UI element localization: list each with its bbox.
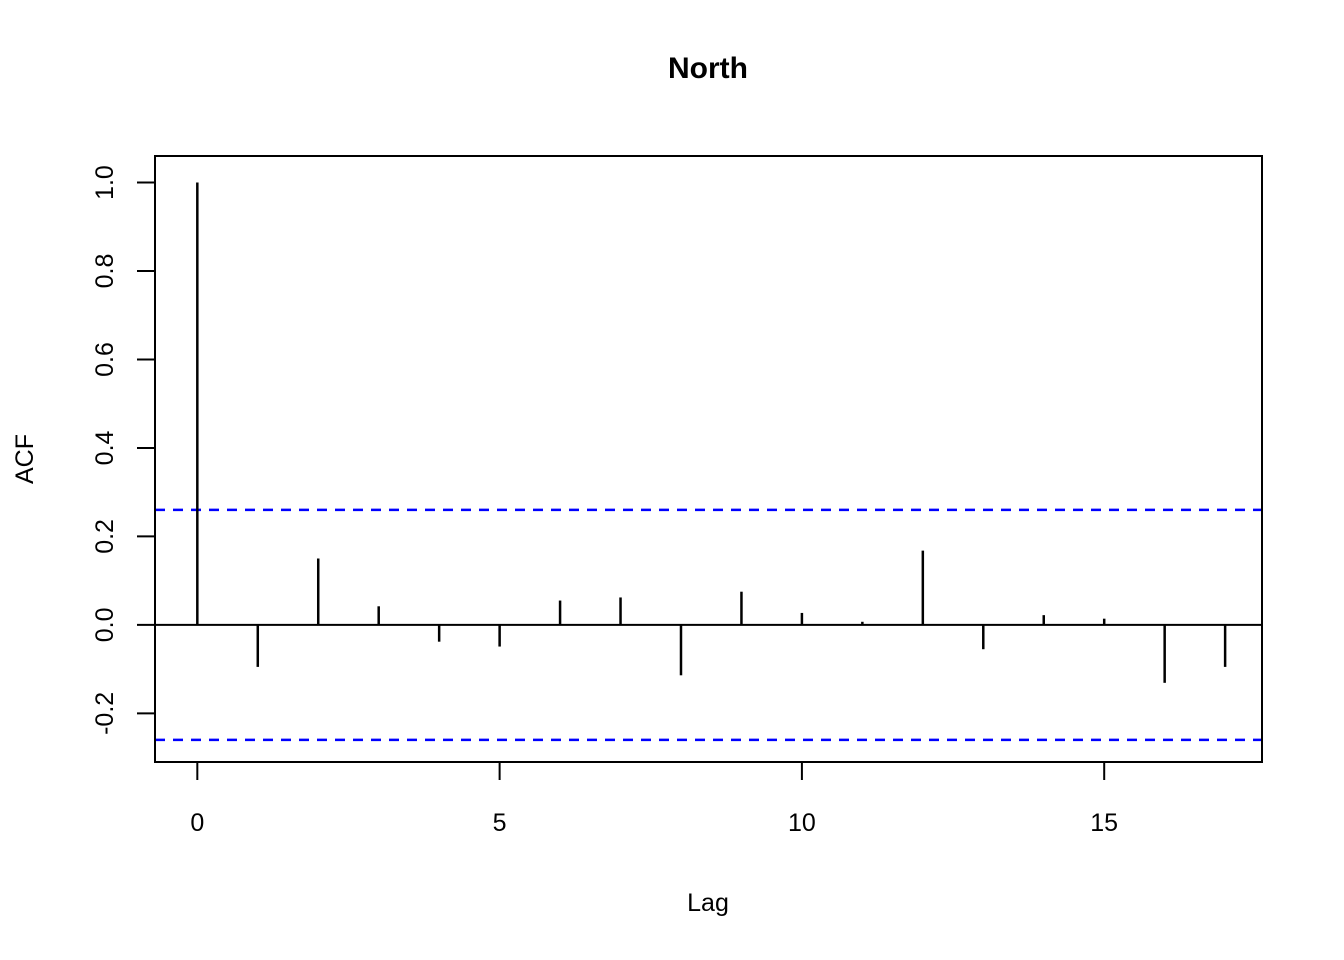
x-axis-label: Lag <box>687 889 729 917</box>
y-tick-label: 0.0 <box>91 607 119 642</box>
y-tick-label: 0.2 <box>91 519 119 554</box>
y-tick-label: 1.0 <box>91 165 119 200</box>
y-axis-label: ACF <box>11 434 39 484</box>
y-tick-label: 0.8 <box>91 254 119 289</box>
chart-title: North <box>668 52 748 85</box>
plot-layer: 1.0 0.8 0.6 0.4 0.2 0.0 -0.2 0 5 10 15 <box>91 155 1263 837</box>
y-tick-label: 0.6 <box>91 342 119 377</box>
x-tick-label: 0 <box>190 809 204 837</box>
plot-border <box>154 155 1263 763</box>
x-tick-label: 10 <box>788 809 816 837</box>
x-tick-label: 5 <box>493 809 507 837</box>
y-tick-label: -0.2 <box>91 692 119 735</box>
y-tick-label: 0.4 <box>91 430 119 465</box>
x-tick-label: 15 <box>1090 809 1118 837</box>
